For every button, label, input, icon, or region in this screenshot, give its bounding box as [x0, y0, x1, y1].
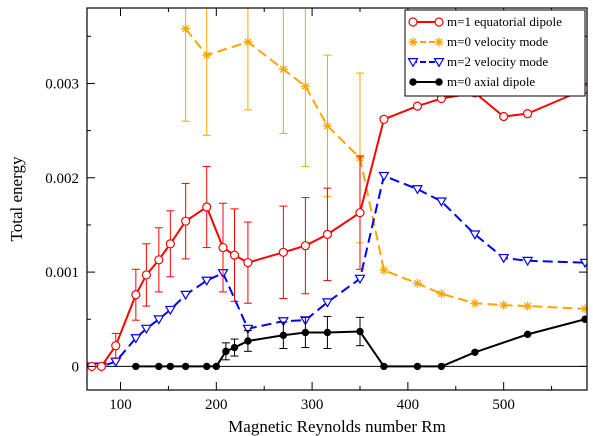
data-point: [202, 202, 212, 212]
y-tick-label: 0.001: [45, 265, 79, 281]
series-0: [87, 84, 587, 372]
x-tick-label: 400: [397, 397, 420, 413]
data-point: [166, 362, 175, 371]
data-point: [499, 300, 509, 310]
data-point: [412, 278, 422, 288]
x-tick-label: 300: [301, 397, 324, 413]
data-point: [437, 362, 446, 371]
data-point: [523, 109, 533, 119]
series-2: [87, 171, 587, 372]
data-point: [300, 81, 310, 91]
plot-frame: [86, 7, 588, 391]
data-point: [229, 250, 240, 260]
data-point: [321, 298, 333, 308]
data-point: [279, 331, 288, 339]
data-point: [202, 50, 212, 60]
data-point: [378, 171, 390, 182]
data-point: [181, 362, 190, 371]
data-point: [218, 242, 228, 253]
data-point: [379, 114, 389, 124]
y-tick-label: 0.003: [45, 76, 79, 92]
y-axis-title: Total energy: [7, 156, 26, 241]
data-point: [412, 101, 423, 111]
data-point: [130, 334, 142, 344]
data-point: [322, 121, 332, 131]
data-point: [380, 362, 388, 371]
data-point: [243, 37, 253, 47]
data-point: [356, 327, 364, 336]
data-point: [181, 216, 191, 226]
series-3: [132, 315, 587, 371]
legend-swatch-marker: [433, 58, 445, 68]
legend-swatch-marker: [409, 78, 417, 86]
legend-swatch-marker: [434, 17, 444, 27]
data-point: [111, 341, 121, 351]
data-point: [354, 274, 366, 285]
data-point: [499, 111, 509, 122]
data-point: [469, 230, 481, 240]
series-line: [184, 28, 586, 310]
x-tick-label: 500: [492, 397, 515, 413]
data-point: [222, 347, 230, 356]
data-point: [180, 290, 192, 301]
y-tick-label: 0: [72, 359, 80, 375]
data-point: [523, 330, 532, 339]
data-point: [411, 185, 424, 195]
legend-entry: m=0 velocity mode: [447, 34, 548, 49]
data-point: [278, 247, 288, 257]
data-point: [322, 229, 333, 239]
data-point: [579, 258, 587, 269]
data-point: [212, 362, 221, 371]
data-point: [203, 362, 211, 371]
data-point: [181, 24, 191, 34]
series-line: [91, 174, 586, 368]
legend-swatch-marker: [408, 37, 418, 47]
data-point: [141, 270, 151, 280]
data-point: [523, 301, 533, 311]
data-point: [300, 241, 310, 251]
legend-entry: m=2 velocity mode: [447, 54, 548, 69]
data-point: [323, 328, 332, 337]
data-point: [242, 324, 254, 335]
data-point: [154, 255, 164, 265]
data-point: [498, 253, 510, 264]
data-point: [413, 362, 422, 371]
series-layer: [87, 8, 587, 372]
x-axis-title: Magnetic Reynolds number Rm: [228, 417, 446, 436]
data-point: [522, 256, 534, 267]
x-tick-label: 200: [205, 397, 228, 413]
data-point: [355, 208, 365, 218]
data-point: [153, 315, 165, 325]
data-point: [131, 290, 141, 300]
legend-swatch-marker: [407, 58, 419, 68]
legend-entry: m=1 equatorial dipole: [447, 14, 562, 29]
legend-swatch-marker: [408, 17, 418, 27]
legend-swatch-marker: [434, 37, 444, 47]
data-point: [201, 276, 213, 287]
data-point: [436, 289, 446, 299]
data-point: [140, 324, 152, 335]
data-point: [165, 239, 175, 249]
data-point: [301, 328, 310, 337]
data-point: [278, 64, 288, 74]
data-point: [471, 348, 479, 356]
data-point: [164, 305, 176, 316]
axes-layer: 100 200 300 400 500 0 0.001 0.002 0.003: [45, 7, 588, 413]
legend: m=1 equatorial dipole m=0 velocity mode m=…: [404, 9, 586, 97]
data-point: [96, 361, 106, 372]
data-point: [243, 258, 253, 268]
data-point: [470, 298, 480, 308]
x-tick-label: 100: [109, 397, 132, 413]
data-point: [230, 343, 239, 352]
data-point: [435, 197, 447, 207]
data-point: [379, 265, 389, 275]
data-point: [155, 362, 163, 371]
data-point: [580, 304, 587, 314]
legend-entry: m=0 axial dipole: [447, 74, 535, 89]
y-tick-label: 0.002: [45, 171, 79, 187]
data-point: [132, 362, 140, 371]
legend-swatch-marker: [435, 78, 443, 86]
data-point: [244, 337, 252, 345]
